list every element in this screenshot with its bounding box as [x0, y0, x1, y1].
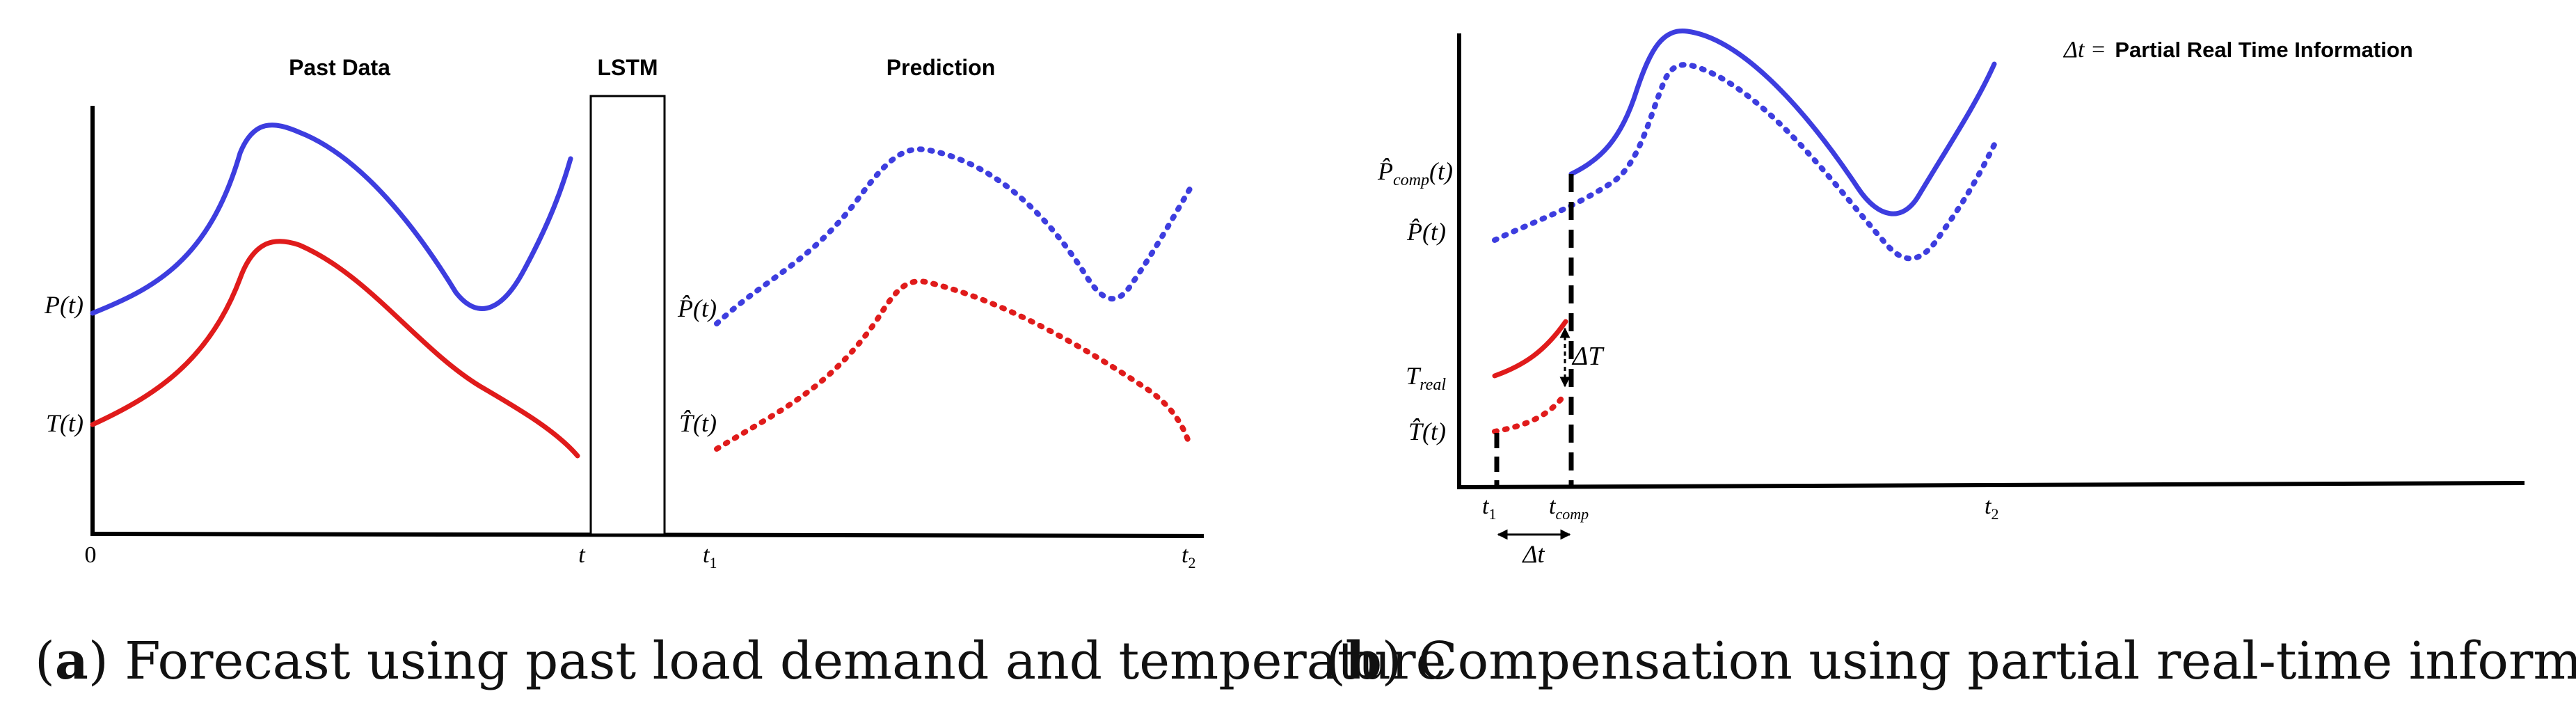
t1-sub: 1 — [709, 554, 717, 571]
p-comp-sub: comp — [1393, 171, 1429, 189]
t1-base-b: t — [1482, 493, 1490, 519]
predicted-temperature-curve-b — [1492, 390, 1568, 434]
t2-base: t — [1182, 542, 1189, 568]
p-comp-label: P̂comp(t) — [1377, 157, 1453, 189]
t2-sub: 2 — [1188, 554, 1195, 571]
delta-T-label: ΔT — [1571, 342, 1605, 371]
past-temperature-curve — [90, 239, 580, 459]
lstm-box — [589, 95, 666, 536]
t2-sub-b: 2 — [1991, 505, 1998, 523]
t1-label-b: t1 — [1482, 493, 1496, 523]
caption-a-letter: a — [55, 631, 88, 691]
panel-b: Δt = Partial Real Time Information ΔT P̂… — [1326, 28, 2576, 691]
compensated-load-curve — [1568, 28, 1997, 216]
p-comp-base: P̂ — [1377, 157, 1393, 185]
predicted-load-curve-b — [1492, 62, 2000, 262]
t-hat-label-b: T̂(t) — [1408, 418, 1446, 445]
t2-label-b: t2 — [1985, 493, 1998, 523]
t-label: T(t) — [46, 409, 84, 437]
caption-b-letter: b — [1346, 631, 1382, 691]
t2-axis-label: t2 — [1182, 542, 1195, 571]
p-hat-label: P̂(t) — [677, 294, 717, 322]
caption-a: (a) Forecast using past load demand and … — [35, 631, 1446, 691]
t-hat-label: T̂(t) — [679, 409, 717, 437]
t1-sub-b: 1 — [1488, 505, 1496, 523]
tcomp-label: tcomp — [1549, 493, 1589, 523]
panel-a: Past Data LSTM Prediction P(t) T(t) P̂(t… — [35, 55, 1446, 691]
caption-a-open: ( — [35, 631, 55, 691]
delta-t-legend-symbol: Δt = — [2062, 37, 2106, 63]
t1-axis-label: t1 — [703, 542, 717, 571]
tcomp-base: t — [1549, 493, 1557, 519]
t2-base-b: t — [1985, 493, 1992, 519]
predicted-temperature-curve — [714, 278, 1193, 452]
caption-b-open: ( — [1326, 631, 1346, 691]
tcomp-sub: comp — [1555, 505, 1589, 523]
p-comp-tail: (t) — [1429, 157, 1453, 185]
lstm-title: LSTM — [597, 55, 658, 80]
t1-base: t — [703, 542, 710, 568]
prediction-title: Prediction — [887, 55, 995, 80]
caption-b-close: ) — [1382, 631, 1402, 691]
t-real-base: T — [1406, 362, 1422, 390]
delta-t-label: Δt — [1521, 540, 1545, 568]
caption-b-text: Compensation using partial real-time inf… — [1402, 631, 2576, 691]
delta-t-legend: Δt = Partial Real Time Information — [2062, 37, 2413, 63]
caption-b: (b) Compensation using partial real-time… — [1326, 631, 2576, 691]
predicted-load-curve — [714, 146, 1194, 326]
caption-a-close: ) — [88, 631, 109, 691]
past-load-curve — [90, 122, 573, 316]
delta-t-legend-text: Partial Real Time Information — [2115, 38, 2412, 62]
t-real-label: Treal — [1406, 362, 1446, 394]
t-axis-label: t — [578, 542, 586, 568]
panel-b-x-axis — [1456, 481, 2525, 489]
past-data-title: Past Data — [289, 55, 390, 80]
caption-a-text: Forecast using past load demand and temp… — [109, 631, 1447, 691]
real-temperature-curve — [1492, 319, 1568, 379]
p-label: P(t) — [44, 291, 84, 319]
p-hat-label-b: P̂(t) — [1406, 218, 1446, 246]
t-real-sub: real — [1420, 376, 1446, 394]
origin-label: 0 — [85, 542, 97, 568]
